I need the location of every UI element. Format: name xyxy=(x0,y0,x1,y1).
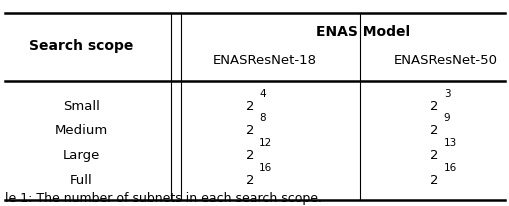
Text: ENASResNet-18: ENASResNet-18 xyxy=(213,54,317,67)
Text: 2: 2 xyxy=(246,149,254,162)
Text: ENASResNet-50: ENASResNet-50 xyxy=(393,54,497,67)
Text: 13: 13 xyxy=(443,138,456,148)
Text: 12: 12 xyxy=(259,138,272,148)
Text: Search scope: Search scope xyxy=(30,39,133,53)
Text: 2: 2 xyxy=(429,124,438,137)
Text: Medium: Medium xyxy=(55,124,108,137)
Text: 2: 2 xyxy=(246,124,254,137)
Text: 3: 3 xyxy=(443,89,449,99)
Text: Full: Full xyxy=(70,174,93,187)
Text: 2: 2 xyxy=(429,174,438,187)
Text: 2: 2 xyxy=(246,99,254,113)
Text: 16: 16 xyxy=(259,163,272,173)
Text: 2: 2 xyxy=(429,99,438,113)
Text: 2: 2 xyxy=(429,149,438,162)
Text: 2: 2 xyxy=(246,174,254,187)
Text: 8: 8 xyxy=(259,114,265,123)
Text: Small: Small xyxy=(63,99,100,113)
Text: Large: Large xyxy=(63,149,100,162)
Text: 16: 16 xyxy=(443,163,456,173)
Text: 4: 4 xyxy=(259,89,265,99)
Text: le 1: The number of subnets in each search scope.: le 1: The number of subnets in each sear… xyxy=(5,192,322,205)
Text: ENAS Model: ENAS Model xyxy=(316,25,410,39)
Text: 9: 9 xyxy=(443,114,449,123)
